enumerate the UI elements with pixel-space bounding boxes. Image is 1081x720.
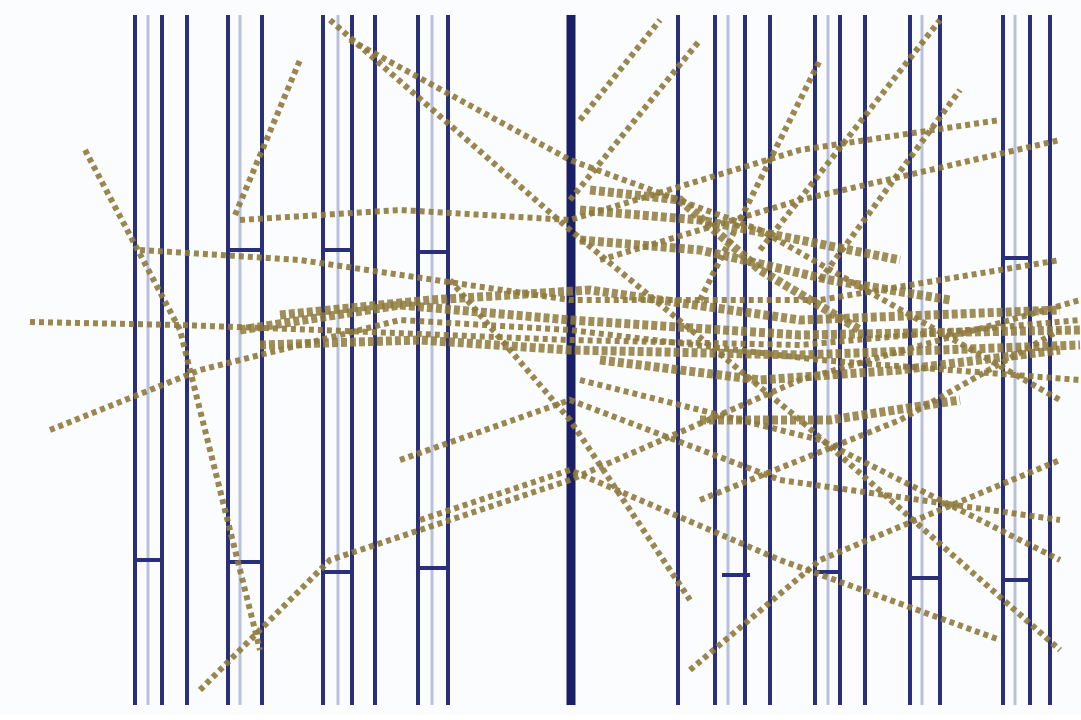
page: {} xyxy=(0,0,1081,715)
parallel-coordinates-picture xyxy=(0,0,1081,715)
